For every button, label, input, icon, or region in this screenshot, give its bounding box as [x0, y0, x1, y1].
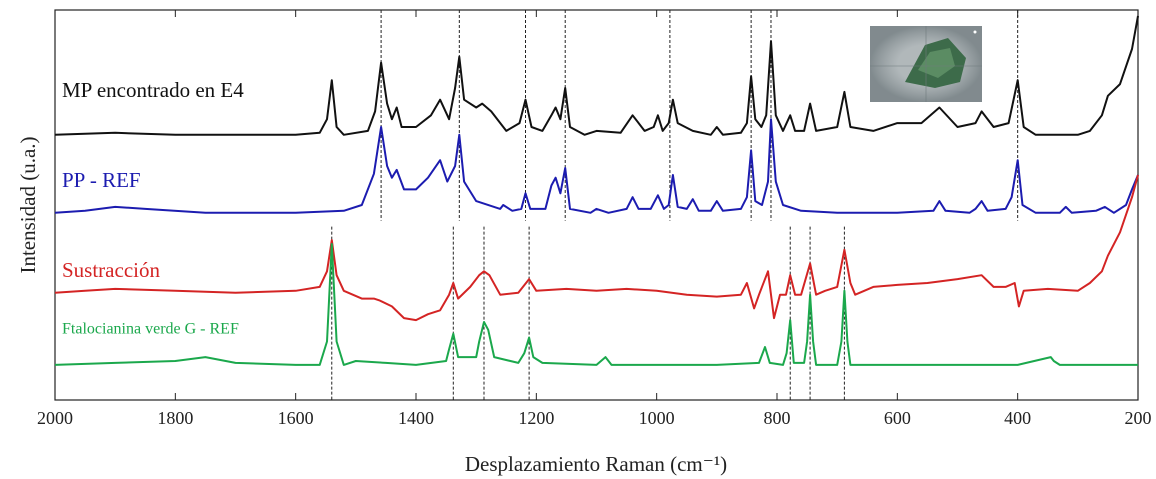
x-tick-label: 200 [1125, 408, 1152, 428]
x-tick-label: 1400 [398, 408, 434, 428]
inset-photo [870, 26, 982, 102]
plot-frame [54, 9, 1139, 401]
x-tick-label: 800 [764, 408, 791, 428]
x-axis-label: Desplazamiento Raman (cm⁻¹) [465, 452, 727, 476]
spectrum-line [54, 174, 1139, 322]
spectrum-line [54, 243, 1138, 366]
x-tick-label: 600 [884, 408, 911, 428]
x-tick-label: 400 [1004, 408, 1031, 428]
y-axis-label: Intensidad (u.a.) [16, 136, 40, 273]
spectrum-line [54, 15, 1139, 136]
x-tick-label: 1600 [278, 408, 314, 428]
series-label: Ftalocianina verde G - REF [62, 321, 239, 338]
x-tick-label: 1200 [518, 408, 554, 428]
x-tick-label: 1000 [639, 408, 675, 428]
series-label: MP encontrado en E4 [62, 78, 244, 102]
series-label: PP - REF [62, 168, 141, 192]
x-tick-label: 1800 [157, 408, 193, 428]
spectrum-line [54, 118, 1139, 214]
series-label: Sustracción [62, 258, 160, 282]
x-tick-label: 2000 [37, 408, 73, 428]
